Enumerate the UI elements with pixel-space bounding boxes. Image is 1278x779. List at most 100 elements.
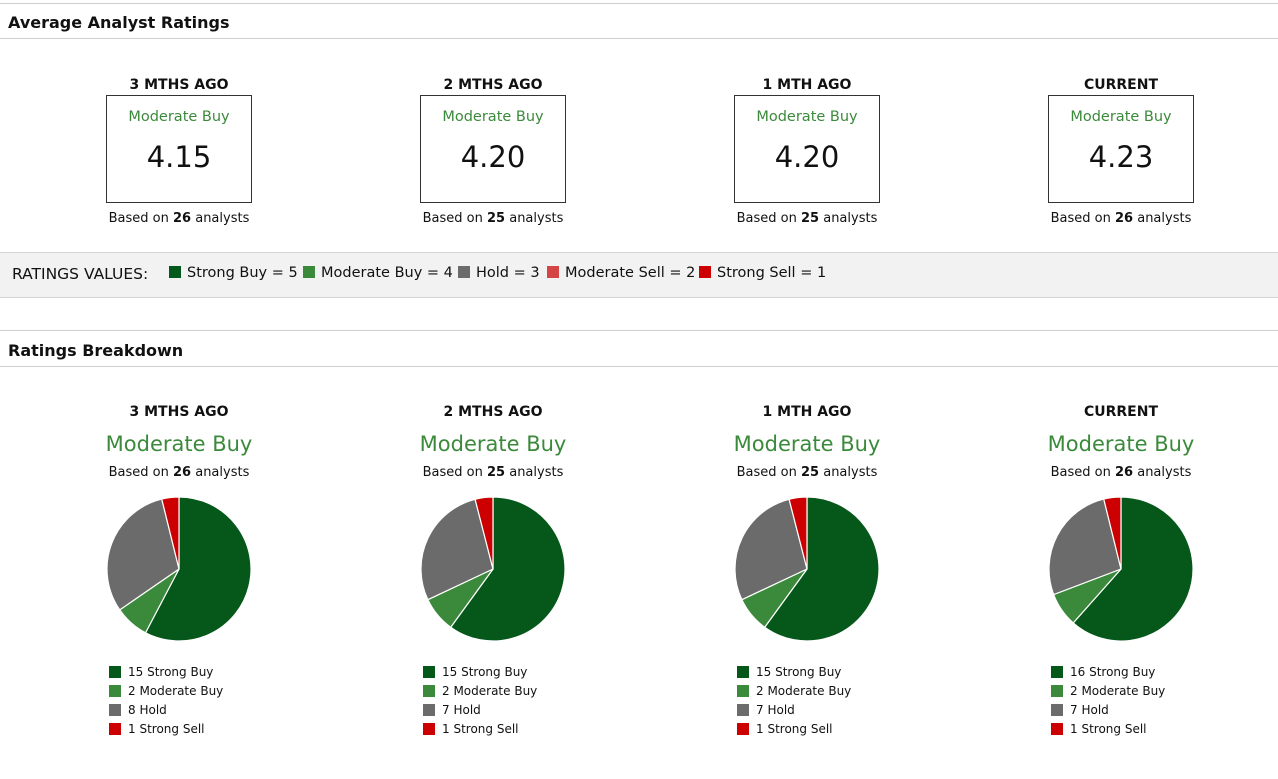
- period-label: 2 MTHS AGO: [443, 404, 543, 420]
- rating-box: Moderate Buy 4.15: [106, 95, 252, 203]
- avg-period-card: 1 MTH AGO Moderate Buy 4.20 Based on 25 …: [657, 76, 957, 226]
- pie-legend-label: 2 Moderate Buy: [128, 684, 224, 698]
- pie-legend-item: 2 Moderate Buy: [737, 684, 851, 703]
- swatch-icon: [1051, 666, 1063, 678]
- rating-box: Moderate Buy 4.23: [1048, 95, 1194, 203]
- analyst-count: Based on 26 analysts: [1050, 465, 1192, 480]
- pie-slice: [1048, 498, 1122, 596]
- average-ratings-title: Average Analyst Ratings: [8, 13, 230, 32]
- pie-legend-label: 2 Moderate Buy: [442, 684, 538, 698]
- pie-legend-label: 1 Strong Sell: [1070, 722, 1147, 736]
- rating-label: Moderate Buy: [1070, 109, 1172, 125]
- swatch-icon: [699, 266, 711, 278]
- pie-legend-label: 7 Hold: [1070, 703, 1109, 717]
- swatch-icon: [109, 685, 121, 697]
- pie-slice: [734, 498, 808, 601]
- pie-legend-label: 7 Hold: [442, 703, 481, 717]
- pie-slice: [788, 496, 808, 570]
- analyst-count: Based on 25 analysts: [736, 465, 878, 480]
- pie-slice: [144, 496, 252, 642]
- swatch-icon: [737, 666, 749, 678]
- ratings-values-bar: RATINGS VALUES: Strong Buy = 5 Moderate …: [0, 252, 1278, 298]
- ratings-breakdown-header: Ratings Breakdown: [0, 330, 1278, 367]
- rating-box: Moderate Buy 4.20: [734, 95, 880, 203]
- pie-legend-label: 15 Strong Buy: [756, 665, 842, 679]
- rating-label: Moderate Buy: [105, 432, 253, 456]
- rating-score: 4.20: [774, 140, 840, 174]
- pie-legend: 15 Strong Buy 2 Moderate Buy 7 Hold 1 Stron…: [423, 665, 537, 741]
- pie-slice: [1103, 496, 1122, 570]
- pie-legend-label: 8 Hold: [128, 703, 167, 717]
- pie-slice: [161, 496, 180, 570]
- breakdown-card: 1 MTH AGO Moderate Buy Based on 25 analy…: [657, 403, 957, 736]
- rating-label: Moderate Buy: [1047, 432, 1195, 456]
- pie-legend-item: 7 Hold: [423, 703, 537, 722]
- ratings-breakdown-title: Ratings Breakdown: [8, 341, 184, 360]
- rating-score: 4.23: [1088, 140, 1154, 174]
- swatch-icon: [423, 723, 435, 735]
- pie-legend-item: 8 Hold: [109, 703, 223, 722]
- period-label: 3 MTHS AGO: [129, 77, 229, 93]
- ratings-pie-chart: [106, 496, 252, 642]
- pie-legend-label: 1 Strong Sell: [756, 722, 833, 736]
- swatch-icon: [423, 704, 435, 716]
- pie-legend-item: 1 Strong Sell: [423, 722, 537, 741]
- pie-legend-label: 2 Moderate Buy: [1070, 684, 1166, 698]
- ratings-pie-chart: [734, 496, 880, 642]
- swatch-icon: [737, 704, 749, 716]
- avg-period-card: 2 MTHS AGO Moderate Buy 4.20 Based on 25…: [343, 76, 643, 226]
- pie-legend-item: 2 Moderate Buy: [423, 684, 537, 703]
- swatch-icon: [1051, 723, 1063, 735]
- rating-label: Moderate Buy: [419, 432, 567, 456]
- swatch-icon: [1051, 704, 1063, 716]
- pie-legend: 15 Strong Buy 2 Moderate Buy 7 Hold 1 Stron…: [737, 665, 851, 741]
- pie-legend-item: 1 Strong Sell: [737, 722, 851, 741]
- pie-slice: [474, 496, 494, 570]
- pie-legend-item: 2 Moderate Buy: [109, 684, 223, 703]
- pie-legend-item: 7 Hold: [737, 703, 851, 722]
- avg-period-card: CURRENT Moderate Buy 4.23 Based on 26 an…: [971, 76, 1271, 226]
- pie-legend-item: 7 Hold: [1051, 703, 1165, 722]
- pie-legend: 15 Strong Buy 2 Moderate Buy 8 Hold 1 Stron…: [109, 665, 223, 741]
- rating-score: 4.20: [460, 140, 526, 174]
- analyst-count: Based on 26 analysts: [108, 211, 250, 226]
- pie-legend-item: 1 Strong Sell: [109, 722, 223, 741]
- swatch-icon: [423, 685, 435, 697]
- breakdown-card: 2 MTHS AGO Moderate Buy Based on 25 anal…: [343, 403, 643, 736]
- swatch-icon: [169, 266, 181, 278]
- pie-legend-item: 16 Strong Buy: [1051, 665, 1165, 684]
- swatch-icon: [547, 266, 559, 278]
- analyst-count: Based on 26 analysts: [108, 465, 250, 480]
- ratings-pie-chart: [420, 496, 566, 642]
- rating-label: Moderate Buy: [733, 432, 881, 456]
- analyst-count: Based on 25 analysts: [422, 465, 564, 480]
- pie-legend-label: 2 Moderate Buy: [756, 684, 852, 698]
- pie-legend-item: 15 Strong Buy: [423, 665, 537, 684]
- pie-slice: [420, 498, 494, 601]
- pie-legend-label: 16 Strong Buy: [1070, 665, 1156, 679]
- pie-slice: [449, 496, 566, 642]
- rating-label: Moderate Buy: [442, 109, 544, 125]
- period-label: CURRENT: [1083, 77, 1159, 93]
- pie-slice: [763, 496, 880, 642]
- rating-value-item: Moderate Sell = 2: [547, 265, 695, 281]
- swatch-icon: [458, 266, 470, 278]
- swatch-icon: [1051, 685, 1063, 697]
- analyst-count: Based on 25 analysts: [736, 211, 878, 226]
- ratings-pie-chart: [1048, 496, 1194, 642]
- rating-value-item: Hold = 3: [458, 265, 540, 281]
- pie-legend-label: 1 Strong Sell: [442, 722, 519, 736]
- pie-legend-label: 1 Strong Sell: [128, 722, 205, 736]
- period-label: 1 MTH AGO: [762, 77, 852, 93]
- pie-legend-item: 15 Strong Buy: [737, 665, 851, 684]
- pie-legend-label: 15 Strong Buy: [128, 665, 214, 679]
- avg-period-card: 3 MTHS AGO Moderate Buy 4.15 Based on 26…: [29, 76, 329, 226]
- rating-label: Moderate Buy: [756, 109, 858, 125]
- analyst-count: Based on 26 analysts: [1050, 211, 1192, 226]
- swatch-icon: [109, 723, 121, 735]
- pie-legend-label: 7 Hold: [756, 703, 795, 717]
- breakdown-card: 3 MTHS AGO Moderate Buy Based on 26 anal…: [29, 403, 329, 736]
- pie-slice: [106, 498, 180, 611]
- rating-value-item: Moderate Buy = 4: [303, 265, 453, 281]
- period-label: 3 MTHS AGO: [129, 404, 229, 420]
